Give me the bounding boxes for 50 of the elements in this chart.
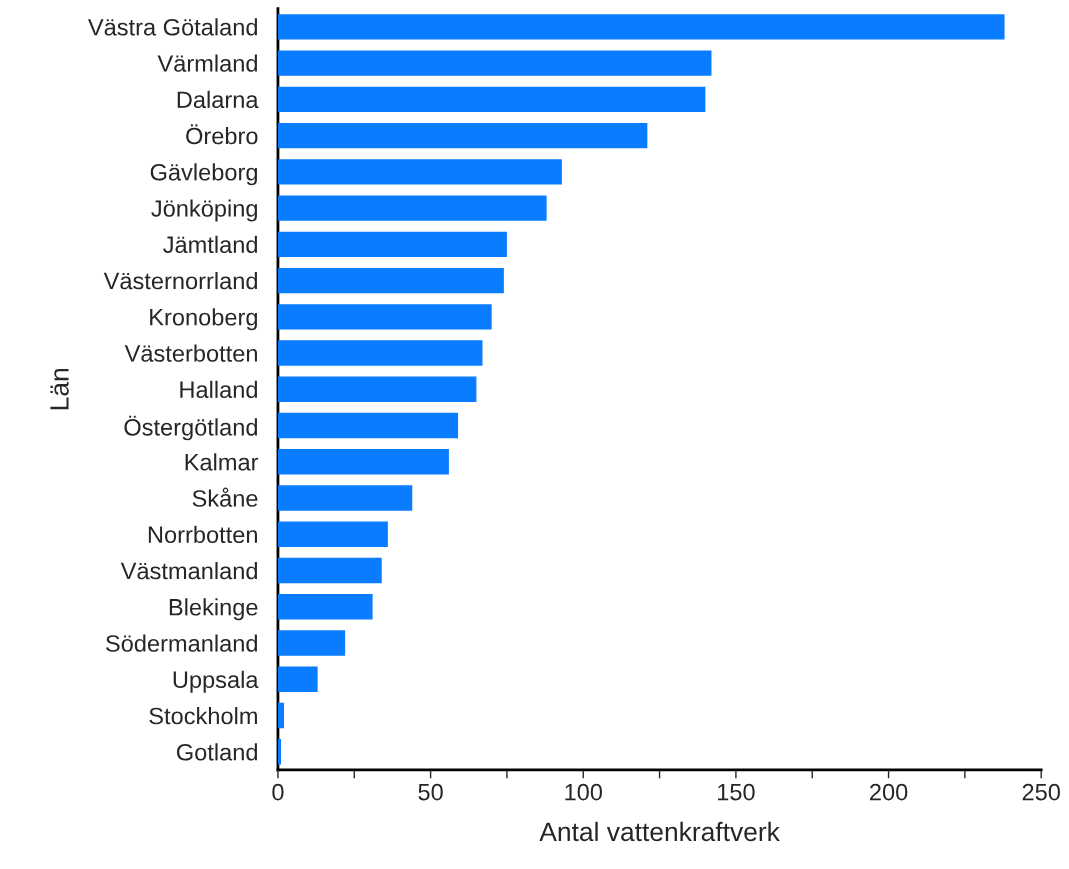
y-tick-label: Jönköping xyxy=(151,199,257,222)
bar xyxy=(277,340,483,366)
x-tick-label: 150 xyxy=(718,783,755,801)
bar xyxy=(277,630,346,656)
bar xyxy=(277,739,281,765)
bar xyxy=(277,86,706,112)
y-tick-label: Norrbotten xyxy=(148,525,257,544)
bar xyxy=(277,594,373,620)
bar xyxy=(277,412,459,439)
bar xyxy=(277,304,492,330)
y-tick-label: Västmanland xyxy=(120,562,257,580)
y-tick-label: Blekinge xyxy=(169,598,258,621)
x-tick-label: 200 xyxy=(870,783,908,801)
bar xyxy=(277,449,449,475)
bar xyxy=(277,122,648,149)
y-tick-label: Östergötland xyxy=(124,415,257,441)
bar xyxy=(277,50,712,76)
bar xyxy=(277,485,413,511)
y-tick-label: Kronoberg xyxy=(150,308,257,331)
y-tick-label: Stockholm xyxy=(149,707,257,725)
bar xyxy=(277,195,547,221)
y-tick-label: Skåne xyxy=(192,487,258,507)
y-tick-label: Västra Götaland xyxy=(87,18,257,36)
bar xyxy=(277,702,285,729)
y-tick-label: Uppsala xyxy=(173,670,259,693)
bar xyxy=(277,376,477,402)
x-tick-label: 100 xyxy=(565,783,603,801)
x-tick-label: 0 xyxy=(272,783,284,801)
bar xyxy=(277,521,388,547)
y-tick-label: Gävleborg xyxy=(150,163,257,186)
bar xyxy=(277,267,504,294)
y-tick-label: Halland xyxy=(180,380,257,399)
x-axis-title: Antal vattenkraftverk xyxy=(539,821,780,842)
bar xyxy=(277,14,1005,40)
y-axis-title: Län xyxy=(50,369,69,410)
x-tick-label: 50 xyxy=(418,783,443,801)
y-tick-label: Kalmar xyxy=(185,453,259,471)
y-tick-label: Södermanland xyxy=(106,634,257,652)
y-tick-label: Dalarna xyxy=(177,90,259,109)
y-tick-label: Värmland xyxy=(157,54,257,72)
bar xyxy=(277,557,382,584)
bar xyxy=(277,666,318,692)
y-tick-label: Västerbotten xyxy=(124,344,257,362)
y-tick-label: Örebro xyxy=(186,124,258,145)
bar xyxy=(277,231,507,257)
x-tick-label: 250 xyxy=(1022,783,1060,801)
y-tick-label: Gotland xyxy=(176,743,257,761)
y-tick-label: Jämtland xyxy=(163,235,257,254)
bar xyxy=(277,159,562,185)
y-tick-label: Västernorrland xyxy=(103,272,257,290)
